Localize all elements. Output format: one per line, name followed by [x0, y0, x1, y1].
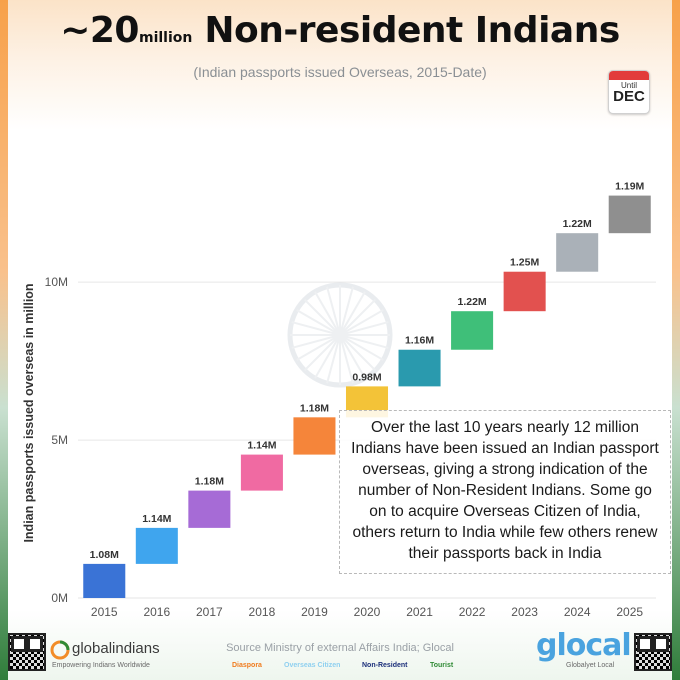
- x-tick-label-2023: 2023: [511, 605, 538, 619]
- chakra-spoke: [296, 334, 341, 361]
- right-tricolor-edge: [672, 0, 680, 680]
- chakra-spoke: [314, 291, 341, 336]
- data-label-2015: 1.08M: [90, 549, 119, 561]
- legend-tourist: Tourist: [430, 662, 453, 669]
- legend-tourist-label: Tourist: [430, 662, 454, 669]
- chart-title: ~20million Non-resident Indians: [0, 10, 680, 51]
- chart-y-axis: 0M 5M 10M Indian passports issued overseas …: [22, 275, 68, 605]
- calendar-icon: Until DEC: [608, 70, 650, 114]
- bar-2018: [240, 454, 283, 491]
- data-label-2024: 1.22M: [563, 218, 592, 230]
- chakra-spoke: [339, 334, 354, 384]
- data-label-2023: 1.25M: [510, 257, 539, 269]
- bar-2023: [503, 271, 546, 312]
- data-label-2016: 1.14M: [142, 513, 171, 525]
- y-axis-title: Indian passports issued overseas in mill…: [22, 283, 36, 542]
- y-tick-label: 0M: [51, 591, 68, 605]
- callout-annotation: Over the last 10 years nearly 12 million…: [339, 410, 671, 574]
- data-label-2018: 1.14M: [247, 440, 276, 452]
- chakra-spoke: [296, 309, 341, 336]
- calendar-month-label: DEC: [613, 88, 645, 105]
- globalindians-brand: globalindians: [72, 640, 160, 657]
- chakra-spoke: [339, 334, 377, 372]
- data-label-2021: 1.16M: [405, 335, 434, 347]
- chakra-spoke: [339, 334, 366, 379]
- x-tick-label-2024: 2024: [564, 605, 591, 619]
- legend-overseas-citizen: Overseas Citizen: [284, 662, 340, 669]
- chakra-spoke: [326, 286, 341, 336]
- footer-background: [0, 610, 680, 680]
- glocal-tagline: Globalyet Local: [566, 662, 615, 669]
- globalindians-logo-icon: [50, 640, 70, 660]
- chakra-spoke: [339, 291, 366, 336]
- bar-2022: [451, 311, 494, 350]
- qr-code-right-icon: [634, 633, 672, 671]
- bar-2021: [398, 349, 441, 387]
- chakra-spoke: [339, 286, 354, 336]
- chart-bars: 1.08M 1.14M 1.18M 1.14M 1.18M 0.98M 1.16M 1.22M…: [83, 181, 651, 598]
- legend-diaspora-label: Diaspora: [232, 662, 262, 669]
- title-approx: ~20: [60, 10, 139, 51]
- chakra-spoke: [291, 334, 341, 349]
- data-label-2020: 0.98M: [352, 371, 381, 383]
- data-label-2019: 1.18M: [300, 402, 329, 414]
- data-label-2017: 1.18M: [195, 476, 224, 488]
- chart-x-axis: 2015 2016 2017 2018 2019 2020 2021 2022 2023 2024…: [91, 605, 643, 619]
- data-label-2025: 1.19M: [615, 181, 644, 193]
- chakra-spoke: [339, 334, 384, 361]
- bar-2024: [556, 233, 599, 272]
- chart-subtitle: (Indian passports issued Overseas, 2015-…: [193, 64, 487, 80]
- bar-2017: [188, 490, 231, 528]
- bar-2016: [135, 527, 178, 564]
- header-background: [0, 0, 680, 130]
- y-tick-label: 10M: [45, 275, 68, 289]
- ashoka-chakra-watermark-icon: [287, 282, 393, 388]
- x-tick-label-2017: 2017: [196, 605, 223, 619]
- x-tick-label-2019: 2019: [301, 605, 328, 619]
- chakra-spoke: [339, 309, 384, 336]
- globalindians-tagline: Empowering Indians Worldwide: [52, 662, 150, 669]
- chakra-spoke: [339, 334, 389, 349]
- bar-2025: [608, 195, 651, 234]
- chakra-spoke: [291, 321, 341, 336]
- x-tick-label-2021: 2021: [406, 605, 433, 619]
- calendar-header: [609, 71, 649, 80]
- source-note: Source Ministry of external Affairs Indi…: [226, 642, 454, 654]
- legend-non-resident-label: Non-Resident: [362, 662, 408, 669]
- title-unit: million: [138, 30, 193, 46]
- left-tricolor-edge: [0, 0, 8, 680]
- legend-overseas-citizen-label: Overseas Citizen: [284, 662, 341, 669]
- x-tick-label-2015: 2015: [91, 605, 118, 619]
- x-tick-label-2018: 2018: [249, 605, 276, 619]
- chakra-spoke: [303, 334, 341, 372]
- y-tick-label: 5M: [51, 433, 68, 447]
- bar-2019: [293, 417, 336, 455]
- x-tick-label-2022: 2022: [459, 605, 486, 619]
- legend-non-resident: Non-Resident: [362, 662, 408, 669]
- legend-diaspora: Diaspora: [232, 662, 262, 669]
- chakra-spoke: [303, 298, 341, 336]
- title-main: Non-resident Indians: [204, 10, 620, 51]
- chakra-spoke: [314, 334, 341, 379]
- chakra-spoke: [339, 321, 389, 336]
- qr-code-left-icon: [8, 633, 46, 671]
- calendar-small-label: Until: [620, 81, 637, 90]
- bar-2015: [83, 563, 126, 598]
- chakra-spoke: [339, 298, 377, 336]
- x-tick-label-2016: 2016: [143, 605, 170, 619]
- glocal-brand: glocal: [536, 628, 632, 663]
- chakra-spoke: [326, 334, 341, 384]
- x-tick-label-2025: 2025: [616, 605, 643, 619]
- x-tick-label-2020: 2020: [354, 605, 381, 619]
- data-label-2022: 1.22M: [457, 296, 486, 308]
